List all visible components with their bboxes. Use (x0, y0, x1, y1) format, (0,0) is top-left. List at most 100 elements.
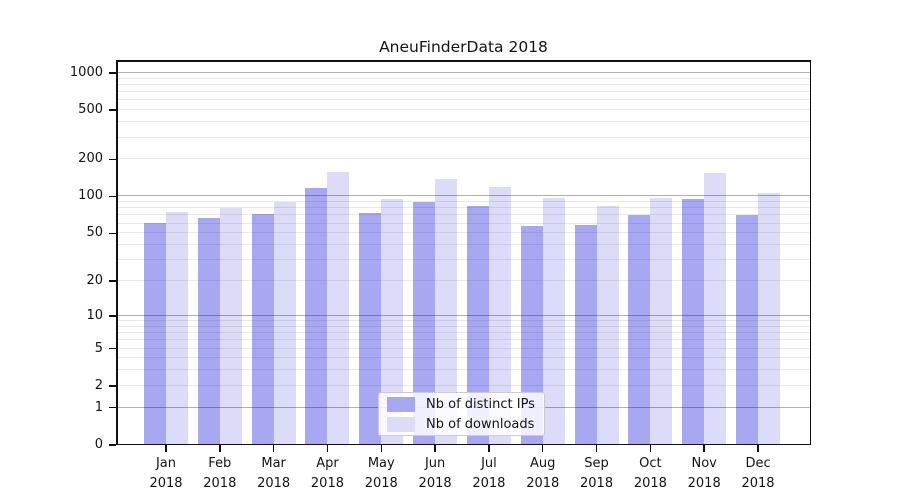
bar-nb-of-distinct-ips-apr-2018 (305, 187, 328, 445)
y-tick-mark-50 (109, 232, 116, 234)
x-tick-mark-jun-2018 (434, 445, 436, 452)
x-tick-mark-apr-2018 (326, 445, 329, 452)
bar-nb-of-downloads-apr-2018 (327, 172, 350, 445)
x-tick-mark-may-2018 (380, 445, 383, 452)
y-tick-label-1: 1 (94, 399, 103, 415)
x-tick-label-oct-2018: Oct 2018 (633, 456, 667, 491)
y-tick-label-500: 500 (78, 102, 103, 118)
bar-nb-of-downloads-may-2018 (381, 199, 404, 445)
gridline-major-1000 (116, 71, 811, 73)
gridline-minor-4 (116, 357, 811, 359)
x-tick-mark-nov-2018 (703, 445, 705, 452)
gridline-minor-8 (116, 325, 811, 327)
legend-item-0: Nb of distinct IPs (387, 396, 536, 412)
y-tick-label-2: 2 (94, 377, 103, 393)
y-tick-mark-2 (109, 385, 116, 387)
bars-layer (116, 60, 811, 445)
gridline-minor-600 (116, 99, 811, 101)
gridline-minor-800 (116, 83, 811, 85)
gridline-minor-50 (116, 232, 811, 234)
gridline-minor-80 (116, 207, 811, 209)
y-tick-label-20: 20 (86, 273, 103, 289)
legend-swatch-1 (387, 416, 415, 432)
y-axis: 0 1 2 5 10 20 50 100 200 500 1000 (0, 60, 116, 452)
y-tick-mark-500 (109, 109, 116, 111)
y-tick-label-0: 0 (94, 437, 103, 452)
x-tick-mark-jul-2018 (488, 445, 490, 452)
legend-item-1: Nb of downloads (387, 416, 536, 432)
gridline-minor-200 (116, 158, 811, 160)
left-spine (116, 60, 118, 445)
x-tick-label-jun-2018: Jun 2018 (418, 456, 452, 491)
y-tick-label-1000: 1000 (69, 64, 103, 80)
gridline-minor-2 (116, 384, 811, 386)
bar-nb-of-downloads-jun-2018 (435, 178, 458, 445)
bar-nb-of-distinct-ips-sep-2018 (574, 225, 597, 445)
bar-nb-of-downloads-feb-2018 (219, 208, 242, 445)
bar-nb-of-distinct-ips-jul-2018 (466, 205, 489, 445)
y-tick-mark-0 (109, 444, 116, 446)
x-tick-label-aug-2018: Aug 2018 (526, 456, 560, 491)
gridline-minor-30 (116, 259, 811, 261)
legend-swatch-0 (387, 396, 415, 412)
right-spine (809, 60, 811, 445)
bar-nb-of-distinct-ips-oct-2018 (628, 214, 651, 445)
gridline-minor-500 (116, 109, 811, 111)
gridline-minor-90 (116, 201, 811, 203)
bottom-spine (116, 443, 811, 445)
x-tick-label-feb-2018: Feb 2018 (203, 456, 237, 491)
gridline-minor-5 (116, 347, 811, 349)
x-tick-label-nov-2018: Nov 2018 (687, 456, 721, 491)
legend-label-1: Nb of downloads (426, 416, 535, 432)
bar-nb-of-distinct-ips-may-2018 (359, 213, 382, 445)
y-tick-mark-100 (109, 195, 116, 198)
x-tick-label-may-2018: May 2018 (364, 456, 398, 491)
gridline-minor-20 (116, 280, 811, 282)
gridline-minor-900 (116, 77, 811, 79)
x-tick-mark-feb-2018 (219, 445, 221, 452)
x-tick-mark-dec-2018 (757, 445, 759, 452)
gridline-minor-3 (116, 369, 811, 371)
bar-nb-of-downloads-nov-2018 (704, 173, 727, 445)
bar-nb-of-distinct-ips-dec-2018 (736, 214, 759, 445)
y-tick-label-50: 50 (86, 225, 103, 241)
bar-nb-of-downloads-mar-2018 (273, 202, 296, 445)
x-tick-label-jul-2018: Jul 2018 (472, 456, 506, 491)
bar-nb-of-distinct-ips-jun-2018 (413, 202, 436, 445)
y-tick-label-200: 200 (78, 151, 103, 167)
x-tick-label-apr-2018: Apr 2018 (310, 456, 344, 491)
bar-nb-of-downloads-aug-2018 (542, 198, 565, 445)
y-tick-mark-1 (109, 406, 116, 409)
gridline-minor-700 (116, 91, 811, 93)
bar-nb-of-distinct-ips-aug-2018 (520, 226, 543, 445)
bar-nb-of-distinct-ips-jan-2018 (144, 222, 166, 445)
x-tick-mark-oct-2018 (649, 445, 652, 452)
x-tick-label-dec-2018: Dec 2018 (741, 456, 775, 491)
plot-area (116, 60, 811, 445)
top-spine (116, 60, 811, 62)
legend: Nb of distinct IPs Nb of downloads (378, 392, 545, 436)
x-tick-label-mar-2018: Mar 2018 (257, 456, 291, 491)
y-tick-label-5: 5 (94, 340, 103, 356)
y-tick-mark-200 (109, 158, 116, 161)
gridline-minor-400 (116, 121, 811, 123)
gridline-minor-6 (116, 339, 811, 341)
bar-nb-of-distinct-ips-mar-2018 (251, 213, 274, 445)
x-tick-label-sep-2018: Sep 2018 (580, 456, 614, 491)
gridline-minor-40 (116, 244, 811, 246)
gridline-major-10 (116, 314, 811, 316)
gridlines-layer (116, 60, 811, 445)
gridline-minor-60 (116, 222, 811, 224)
gridline-minor-9 (116, 320, 811, 321)
gridline-major-100 (116, 195, 811, 197)
x-tick-mark-jan-2018 (165, 445, 167, 452)
bar-nb-of-downloads-dec-2018 (758, 192, 781, 445)
y-tick-label-100: 100 (78, 188, 103, 204)
bar-nb-of-distinct-ips-nov-2018 (682, 199, 705, 445)
y-tick-mark-20 (109, 280, 116, 282)
gridline-minor-7 (116, 332, 811, 334)
y-tick-mark-1000 (109, 72, 116, 74)
gridline-minor-70 (116, 214, 811, 216)
x-tick-mark-aug-2018 (541, 445, 544, 452)
